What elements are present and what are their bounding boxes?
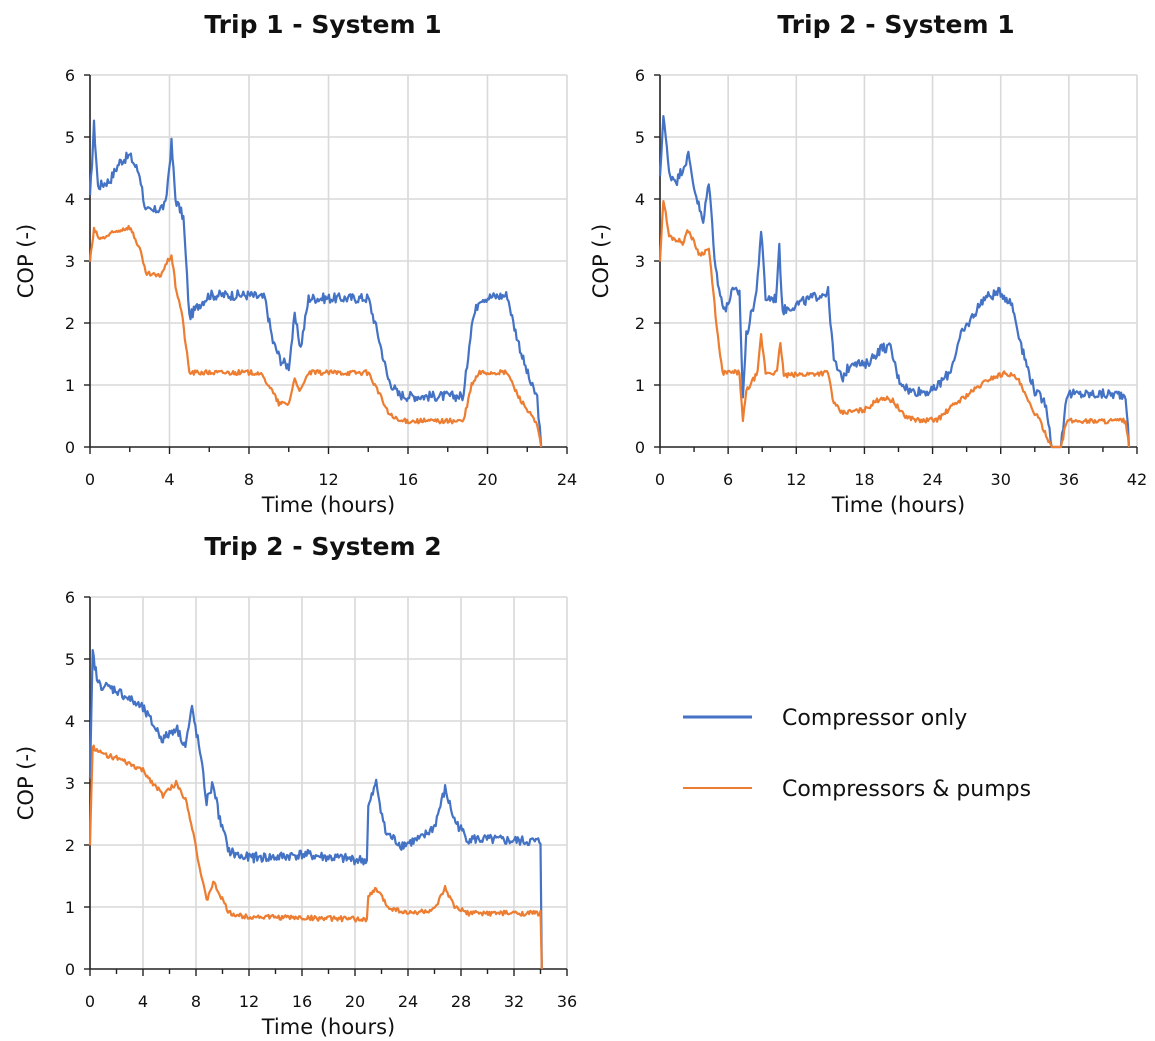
x-tick-label: 0 [85, 992, 95, 1011]
chart-title: Trip 2 - System 2 [204, 532, 441, 561]
series-line-compressor-only [88, 119, 543, 448]
y-tick-label: 3 [65, 774, 75, 793]
y-tick-label: 5 [65, 128, 75, 147]
x-tick-label: 12 [786, 470, 806, 489]
x-tick-label: 0 [85, 470, 95, 489]
x-axis-label: Time (hours) [261, 493, 396, 517]
y-tick-label: 3 [635, 252, 645, 271]
x-tick-label: 36 [557, 992, 577, 1011]
y-tick-label: 0 [635, 438, 645, 457]
legend-label-compressors-pumps: Compressors & pumps [782, 777, 1031, 802]
y-tick-label: 1 [65, 376, 75, 395]
x-tick-label: 0 [655, 470, 665, 489]
y-tick-label: 4 [635, 190, 645, 209]
x-tick-label: 16 [398, 470, 418, 489]
series-line-compressor-only [88, 649, 543, 970]
y-tick-label: 2 [65, 836, 75, 855]
chart-trip2-system1: Trip 2 - System 10 6 12 18 24 30 36 420123456Ti… [589, 10, 1147, 517]
y-axis-label: COP (-) [14, 224, 38, 299]
y-tick-label: 0 [65, 438, 75, 457]
x-tick-label: 24 [922, 470, 942, 489]
x-tick-label: 30 [991, 470, 1011, 489]
x-tick-label: 18 [854, 470, 874, 489]
x-tick-label: 42 [1127, 470, 1147, 489]
x-tick-label: 8 [191, 992, 201, 1011]
y-tick-label: 3 [65, 252, 75, 271]
y-tick-label: 4 [65, 190, 75, 209]
legend: Compressor only Compressors & pumps [683, 706, 1031, 802]
y-tick-label: 6 [65, 588, 75, 607]
y-tick-label: 0 [65, 960, 75, 979]
y-tick-label: 2 [635, 314, 645, 333]
x-tick-label: 16 [292, 992, 312, 1011]
series-line-compressors-pumps [88, 224, 543, 448]
x-tick-label: 36 [1059, 470, 1079, 489]
x-tick-label: 28 [451, 992, 471, 1011]
x-tick-label: 12 [239, 992, 259, 1011]
chart-title: Trip 2 - System 1 [777, 10, 1014, 39]
x-tick-label: 6 [723, 470, 733, 489]
y-tick-label: 6 [635, 66, 645, 85]
x-tick-label: 20 [345, 992, 365, 1011]
x-tick-label: 24 [557, 470, 577, 489]
legend-label-compressor-only: Compressor only [782, 706, 967, 731]
x-tick-label: 32 [504, 992, 524, 1011]
x-tick-label: 4 [164, 470, 174, 489]
y-tick-label: 2 [65, 314, 75, 333]
x-tick-label: 20 [477, 470, 497, 489]
y-tick-label: 5 [635, 128, 645, 147]
x-tick-label: 4 [138, 992, 148, 1011]
chart-trip1-system1: Trip 1 - System 10 4 8 12 16 20 240123456Time … [14, 10, 577, 517]
y-tick-label: 4 [65, 712, 75, 731]
x-axis-label: Time (hours) [261, 1015, 396, 1039]
chart-title: Trip 1 - System 1 [204, 10, 441, 39]
y-axis-label: COP (-) [14, 746, 38, 821]
y-tick-label: 5 [65, 650, 75, 669]
y-tick-label: 1 [635, 376, 645, 395]
series-line-compressors-pumps [88, 744, 543, 970]
series-line-compressors-pumps [658, 200, 1131, 449]
x-tick-label: 8 [244, 470, 254, 489]
y-tick-label: 1 [65, 898, 75, 917]
x-axis-label: Time (hours) [831, 493, 966, 517]
x-tick-label: 12 [318, 470, 338, 489]
y-tick-label: 6 [65, 66, 75, 85]
y-axis-label: COP (-) [589, 224, 613, 299]
x-tick-label: 24 [398, 992, 418, 1011]
chart-trip2-system2: Trip 2 - System 20 4 8 12 16 20 24 28 32 36012345… [14, 532, 577, 1039]
